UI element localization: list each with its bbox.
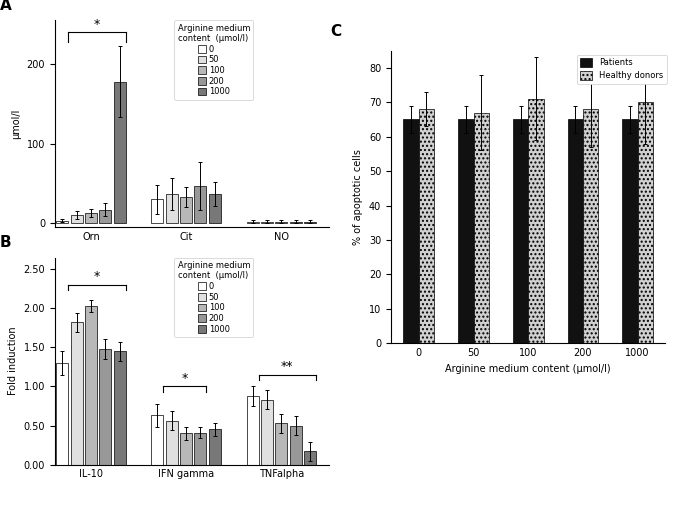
- Text: *: *: [94, 18, 100, 31]
- Bar: [71, 215, 82, 223]
- Bar: [304, 451, 316, 465]
- Bar: [289, 426, 302, 465]
- Bar: [275, 222, 287, 223]
- Legend: 0, 50, 100, 200, 1000: 0, 50, 100, 200, 1000: [174, 20, 253, 99]
- Y-axis label: Fold induction: Fold induction: [8, 327, 18, 395]
- Bar: [419, 109, 434, 343]
- Bar: [304, 222, 316, 223]
- Bar: [289, 222, 302, 223]
- Bar: [166, 421, 178, 465]
- Bar: [71, 322, 82, 465]
- Bar: [473, 113, 489, 343]
- Text: *: *: [182, 372, 188, 385]
- Bar: [209, 429, 221, 465]
- Bar: [99, 210, 111, 223]
- Bar: [528, 99, 543, 343]
- Bar: [180, 197, 192, 223]
- Bar: [56, 363, 69, 465]
- Bar: [567, 119, 583, 343]
- Bar: [152, 199, 163, 223]
- Y-axis label: % of apoptotic cells: % of apoptotic cells: [353, 149, 364, 245]
- Bar: [180, 433, 192, 465]
- Text: B: B: [0, 235, 12, 250]
- Bar: [246, 396, 259, 465]
- Bar: [458, 119, 473, 343]
- X-axis label: Arginine medium content (μmol/l): Arginine medium content (μmol/l): [445, 364, 611, 374]
- Bar: [194, 433, 206, 465]
- Bar: [166, 194, 178, 223]
- Text: **: **: [281, 360, 294, 373]
- Bar: [261, 400, 273, 465]
- Bar: [275, 423, 287, 465]
- Legend: Patients, Healthy donors: Patients, Healthy donors: [577, 55, 667, 84]
- Bar: [637, 102, 653, 343]
- Bar: [622, 119, 637, 343]
- Text: A: A: [0, 0, 12, 13]
- Bar: [194, 186, 206, 223]
- Bar: [85, 213, 97, 223]
- Bar: [85, 306, 97, 465]
- Bar: [152, 416, 163, 465]
- Bar: [246, 222, 259, 223]
- Bar: [56, 221, 69, 223]
- Legend: 0, 50, 100, 200, 1000: 0, 50, 100, 200, 1000: [174, 258, 253, 337]
- Bar: [583, 109, 598, 343]
- Text: C: C: [331, 24, 342, 39]
- Bar: [403, 119, 419, 343]
- Bar: [261, 222, 273, 223]
- Y-axis label: μmol/l: μmol/l: [11, 109, 21, 139]
- Bar: [114, 351, 126, 465]
- Bar: [114, 81, 126, 223]
- Bar: [99, 349, 111, 465]
- Text: *: *: [94, 270, 100, 283]
- Bar: [209, 194, 221, 223]
- Bar: [513, 119, 528, 343]
